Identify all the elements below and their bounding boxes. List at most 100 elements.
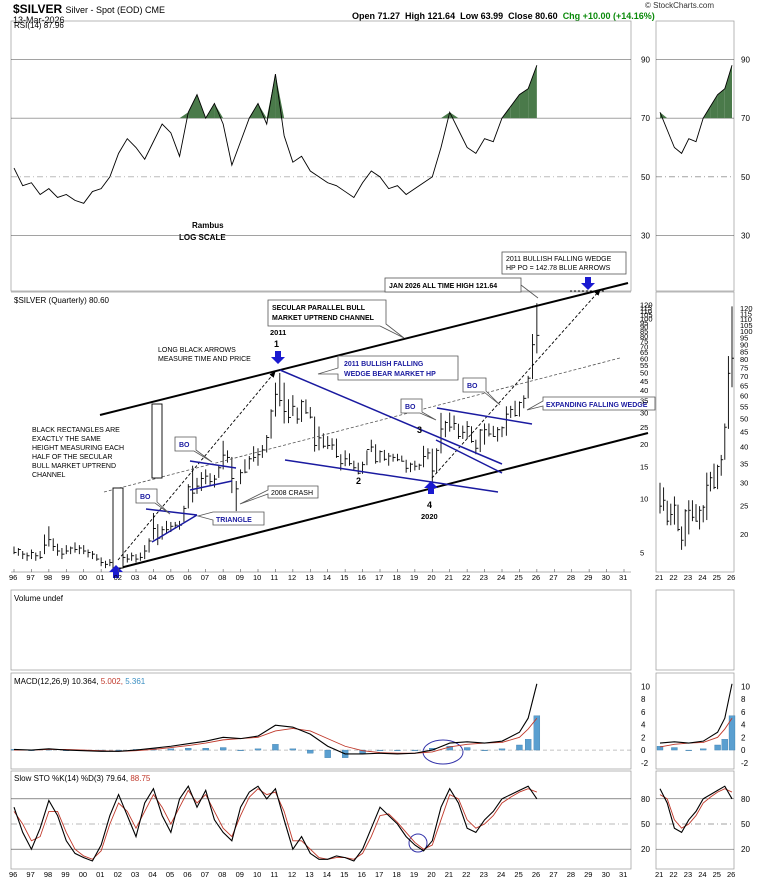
x-tick-label-bottom: 10 xyxy=(253,870,261,879)
x-tick-label: 23 xyxy=(480,573,488,582)
macd-side-tick-label: 4 xyxy=(741,721,746,730)
x-tick-label: 22 xyxy=(462,573,470,582)
side-price-tick: 45 xyxy=(740,428,748,437)
x-tick-label-bottom: 17 xyxy=(375,870,383,879)
side-price-tick: 65 xyxy=(740,381,748,390)
expanding-callout-box xyxy=(526,396,656,411)
macd-side-tick-label: 2 xyxy=(741,733,746,742)
x-tick-label: 26 xyxy=(532,573,540,582)
macd-histogram-bar xyxy=(272,744,279,751)
side-macd-bar xyxy=(671,747,678,751)
x-tick-label: 99 xyxy=(61,573,69,582)
x-tick-label: 13 xyxy=(305,573,313,582)
price-tick-label: 80 xyxy=(640,332,648,341)
price-tick-label: 55 xyxy=(640,361,648,370)
sto-legend: Slow STO %K(14) %D(3) 79.64, 88.75 xyxy=(14,774,151,783)
price-panel: $SILVER (Quarterly) 80.60 xyxy=(13,296,540,569)
x-tick-label-bottom: 12 xyxy=(288,870,296,879)
triangle-callout-box xyxy=(196,511,265,526)
black-rect-note-line: CHANNEL xyxy=(32,472,66,479)
price-tick-label: 35 xyxy=(640,397,648,406)
side-x-tick: 25 xyxy=(713,573,721,582)
macd-histogram-bar xyxy=(411,749,419,751)
macd-label: MACD(12,26,9) 10.364, xyxy=(14,677,99,686)
channel-callout-line1: SECULAR PARALLEL BULL xyxy=(272,305,366,312)
price-tick-label: 15 xyxy=(640,463,648,472)
side-price-tick: 115 xyxy=(740,309,752,318)
x-tick-label: 04 xyxy=(148,573,156,582)
black-rect-note-line: BULL MARKET UPTREND xyxy=(32,463,116,470)
macd-frame-main xyxy=(10,672,632,770)
side-price-tick: 100 xyxy=(740,327,753,336)
price-tick-label: 30 xyxy=(640,409,648,418)
price-tick-label: 100 xyxy=(640,314,653,323)
x-tick-label-bottom: 09 xyxy=(236,870,244,879)
year-2020-label: 2020 xyxy=(421,512,438,521)
x-tick-label: 09 xyxy=(236,573,244,582)
x-tick-label: 17 xyxy=(375,573,383,582)
symbol-label: $SILVER xyxy=(13,2,63,16)
side-rsi-fill xyxy=(717,88,725,119)
x-tick-label: 14 xyxy=(323,573,331,582)
sto-side-tick-label: 50 xyxy=(741,820,750,829)
x-tick-label: 02 xyxy=(114,573,122,582)
x-tick-label-bottom: 03 xyxy=(131,870,139,879)
rsi-line xyxy=(13,65,538,204)
side-macd-bar xyxy=(728,715,736,751)
volume-panel: Volume undef xyxy=(14,594,64,603)
macd-histogram-bar xyxy=(394,749,401,751)
long-arrows-line1: LONG BLACK ARROWS xyxy=(158,347,236,354)
price-tick-label: 120 xyxy=(640,300,653,309)
side-price-tick: 95 xyxy=(740,334,748,343)
symbol-description: Silver - Spot (EOD) CME xyxy=(65,5,165,15)
wedge-upper-line xyxy=(279,369,503,465)
wedge-callout-line1: 2011 BULLISH FALLING xyxy=(344,361,424,368)
point-1-label: 1 xyxy=(274,339,279,349)
macd-histogram-bar xyxy=(167,748,175,751)
volume-frame-main xyxy=(10,589,632,671)
x-tick-label: 03 xyxy=(131,573,139,582)
x-tick-label: 98 xyxy=(44,573,52,582)
macd-histogram-bar xyxy=(307,749,314,754)
macd-line xyxy=(13,683,538,755)
black-rect-note-line: BLACK RECTANGLES ARE xyxy=(32,427,120,434)
rsi-overbought-fill xyxy=(441,112,450,119)
x-tick-label-bottom: 98 xyxy=(44,870,52,879)
x-tick-label: 19 xyxy=(410,573,418,582)
side-price-tick: 35 xyxy=(740,459,748,468)
price-tick-label: 70 xyxy=(640,342,648,351)
macd-side-tick-label: 8 xyxy=(741,695,746,704)
macd-histogram-bar xyxy=(498,748,506,751)
x-tick-label-bottom: 01 xyxy=(96,870,104,879)
rsi-overbought-fill xyxy=(179,112,189,119)
side-price-tick: 110 xyxy=(740,315,752,324)
x-tick-label-bottom: 15 xyxy=(340,870,348,879)
consolidation-lower xyxy=(189,480,233,491)
macd-side-tick-label: -2 xyxy=(741,759,749,768)
side-price-tick: 20 xyxy=(740,530,748,539)
x-tick-label: 10 xyxy=(253,573,261,582)
x-tick-label: 12 xyxy=(288,573,296,582)
x-tick-label: 01 xyxy=(96,573,104,582)
sto-tick-label: 50 xyxy=(641,820,650,829)
side-x-tick-bottom: 22 xyxy=(669,870,677,879)
chart-title: $SILVER Silver - Spot (EOD) CME xyxy=(13,2,165,16)
channel-callout-box xyxy=(267,299,405,339)
x-tick-label: 30 xyxy=(602,573,610,582)
x-tick-label-bottom: 20 xyxy=(427,870,435,879)
side-price-tick: 70 xyxy=(740,372,748,381)
macd-side-tick-label: 10 xyxy=(741,682,750,691)
macd-histogram-bar xyxy=(237,749,244,751)
rsi-overbought-fill xyxy=(528,65,537,119)
x-tick-label: 24 xyxy=(497,573,505,582)
side-macd-bar xyxy=(721,739,728,751)
bo-label-1: BO xyxy=(179,442,190,449)
side-price-tick: 85 xyxy=(740,348,748,357)
measure-rectangle-2 xyxy=(151,403,163,479)
sto-d-label: 88.75 xyxy=(130,774,151,783)
side-x-tick-bottom: 26 xyxy=(727,870,735,879)
side-x-tick: 24 xyxy=(698,573,706,582)
rsi-overbought-fill xyxy=(188,94,197,119)
